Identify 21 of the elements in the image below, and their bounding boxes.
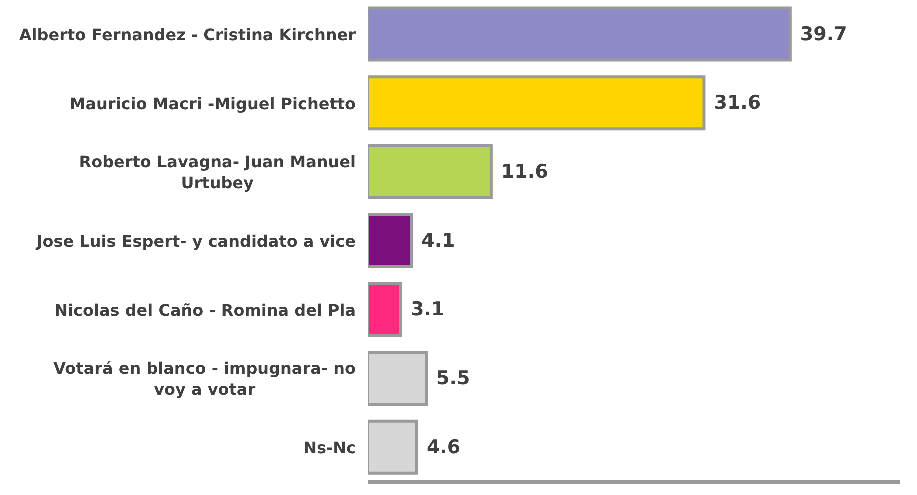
data-label: 31.6 xyxy=(714,92,762,114)
bar xyxy=(368,213,414,268)
data-label: 39.7 xyxy=(800,23,848,46)
data-label: 5.5 xyxy=(436,368,470,390)
bar xyxy=(368,76,706,131)
bar xyxy=(368,282,402,338)
y-tick-label: Mauricio Macri -Miguel Pichetto xyxy=(70,94,356,113)
data-label: 3.1 xyxy=(410,298,445,321)
bar xyxy=(368,6,792,62)
y-tick-label: Jose Luis Espert- y candidato a vice xyxy=(36,232,356,250)
y-tick-label: Alberto Fernandez - Cristina Kirchner xyxy=(19,24,356,44)
y-tick-label: Ns-Nc xyxy=(304,438,356,458)
data-label: 4.6 xyxy=(426,436,461,458)
bar xyxy=(368,420,418,475)
bar xyxy=(368,144,493,200)
data-label: 11.6 xyxy=(501,160,548,183)
y-tick-label: Votará en blanco - impugnara- no voy a votar xyxy=(54,358,356,399)
data-label: 4.1 xyxy=(422,230,456,252)
y-tick-label: Roberto Lavagna- Juan Manuel Urtubey xyxy=(79,152,356,192)
y-tick-label: Nicolas del Caño - Romina del Pla xyxy=(54,300,356,320)
bar xyxy=(368,351,428,406)
